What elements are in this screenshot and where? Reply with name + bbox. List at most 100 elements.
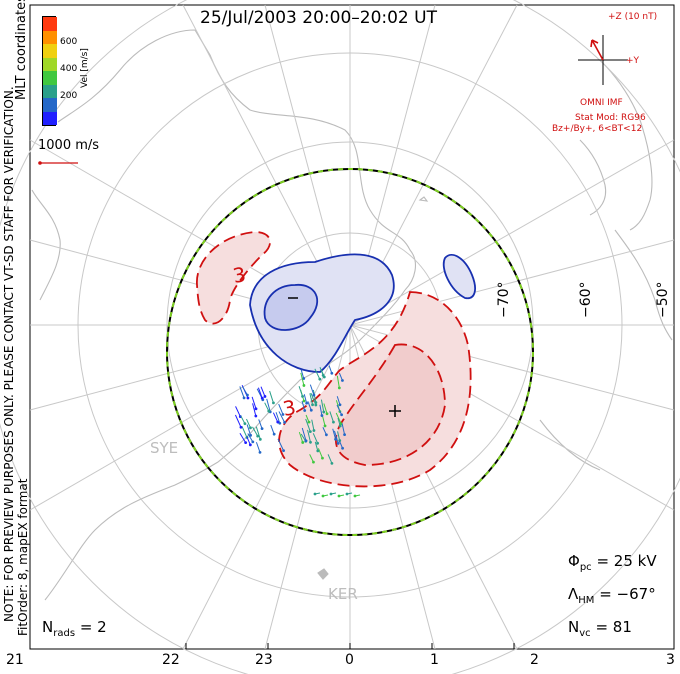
velocity-vector-origin <box>343 433 346 436</box>
velocity-vector-origin <box>258 437 262 441</box>
velocity-vector <box>329 411 334 423</box>
velocity-vector <box>234 414 242 428</box>
velocity-vector-origin <box>260 396 264 400</box>
velocity-vector <box>305 418 311 432</box>
station-label-sye: SYE <box>150 439 179 457</box>
velocity-vector <box>307 429 311 443</box>
velocity-vector-origin <box>301 441 305 444</box>
velocity-vector-origin <box>316 441 320 445</box>
velocity-vector <box>255 426 261 440</box>
velocity-vector <box>239 386 245 399</box>
lat-label-70: −70° <box>496 281 512 318</box>
velocity-vector-origin <box>332 420 335 424</box>
velocity-vector <box>242 386 248 396</box>
velocity-vector-origin <box>330 461 334 465</box>
velocity-vector-origin <box>340 413 344 417</box>
velocity-vector-origin <box>338 424 342 428</box>
velocity-vector <box>333 430 339 444</box>
velocity-vector-origin <box>308 430 312 434</box>
velocity-vector-origin <box>345 492 349 496</box>
velocity-vector <box>247 433 254 443</box>
velocity-vector-origin <box>321 494 325 498</box>
nrads-symbol: N <box>42 618 54 636</box>
lambda-value: = −67° <box>599 585 656 603</box>
velocity-vector <box>303 394 308 404</box>
velocity-vector <box>298 431 304 443</box>
velocity-vector <box>332 428 337 440</box>
colorbar-segment <box>43 111 57 125</box>
velocity-vector <box>258 419 263 429</box>
velocity-vector-origin <box>325 412 329 416</box>
velocity-vector <box>300 372 305 386</box>
velocity-vector <box>239 433 247 443</box>
velocity-vector-origin <box>322 375 326 379</box>
velocity-vector-origin <box>307 420 311 424</box>
lambda-symbol: Λ <box>568 585 579 603</box>
velocity-vector-origin <box>260 427 264 431</box>
velocity-vectors <box>234 365 361 498</box>
velocity-vector-origin <box>311 403 314 407</box>
mlt-tick-2: 2 <box>530 652 539 668</box>
velocity-vector <box>312 433 319 444</box>
velocity-vector-origin <box>281 413 285 416</box>
velocity-vector <box>252 426 259 437</box>
velocity-vector <box>269 390 274 404</box>
velocity-vector-origin <box>341 379 344 382</box>
velocity-vector-origin <box>309 440 312 444</box>
lat-label-60: −60° <box>578 281 594 318</box>
stat-cross-polar-potential: Φpc = 25 kV <box>568 552 657 573</box>
mlt-tick-0: 0 <box>345 652 354 668</box>
velocity-vector-origin <box>282 449 285 453</box>
nrads-value: = 2 <box>79 618 107 636</box>
velocity-vector <box>317 448 323 459</box>
velocity-vector <box>307 401 312 411</box>
nrads-subscript: rads <box>53 628 76 639</box>
velocity-vector <box>301 427 307 441</box>
velocity-vector-origin <box>312 429 316 432</box>
colorbar-segment <box>43 84 57 98</box>
velocity-vector-origin <box>244 441 248 444</box>
velocity-vector <box>255 442 261 453</box>
phi-symbol: Φ <box>568 552 580 570</box>
velocity-vector <box>275 412 281 424</box>
mlt-tick-21: 21 <box>6 652 24 668</box>
imf-dial <box>578 35 628 85</box>
velocity-vector-origin <box>309 408 313 412</box>
velocity-vector <box>270 424 275 435</box>
velocity-vector-origin <box>283 420 286 424</box>
phi-subscript: pc <box>579 562 592 573</box>
velocity-vector-origin <box>301 394 304 398</box>
velocity-vector-origin <box>272 401 275 405</box>
velocity-vector <box>336 404 343 415</box>
colorbar-segment <box>43 57 57 71</box>
fit-order-label: FitOrder: 8, mapEX format <box>16 478 30 636</box>
velocity-vector-origin <box>302 377 306 380</box>
velocity-vector <box>309 454 314 463</box>
mlt-tick-3: 3 <box>666 652 675 668</box>
colorbar-segment <box>43 44 57 58</box>
velocity-vector-origin <box>246 396 250 400</box>
velocity-vector <box>314 441 319 452</box>
imf-bin: Bz+/By+, 6<BT<12 <box>552 124 643 134</box>
velocity-vector <box>322 416 326 427</box>
colorbar-segment <box>43 30 57 44</box>
velocity-vector <box>311 419 315 431</box>
velocity-vector-origin <box>243 422 247 426</box>
velocity-vector <box>241 425 248 438</box>
station-label-ker: KER <box>328 585 358 603</box>
velocity-vector <box>337 431 341 441</box>
velocity-vector-origin <box>318 377 322 381</box>
velocity-vector-origin <box>239 425 243 429</box>
velocity-vector-origin <box>341 446 344 450</box>
velocity-vector <box>301 400 306 411</box>
velocity-vector-origin <box>302 384 306 387</box>
velocity-vector <box>235 406 241 417</box>
scale-vector <box>38 161 78 165</box>
velocity-vector-origin <box>246 393 249 397</box>
velocity-vector-origin <box>313 492 317 496</box>
velocity-vector-origin <box>303 409 307 412</box>
mlt-tick-22: 22 <box>162 652 180 668</box>
velocity-vector-origin <box>248 443 252 447</box>
velocity-vector <box>246 436 251 446</box>
imf-model: Stat Mod: RG96 <box>575 113 646 123</box>
